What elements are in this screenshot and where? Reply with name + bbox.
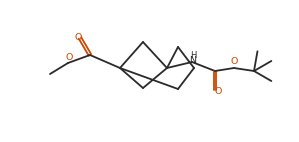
- Text: O: O: [74, 33, 82, 41]
- Text: O: O: [230, 58, 238, 66]
- Text: O: O: [65, 54, 73, 62]
- Text: H: H: [190, 51, 196, 59]
- Text: O: O: [214, 87, 222, 97]
- Text: N: N: [190, 56, 196, 65]
